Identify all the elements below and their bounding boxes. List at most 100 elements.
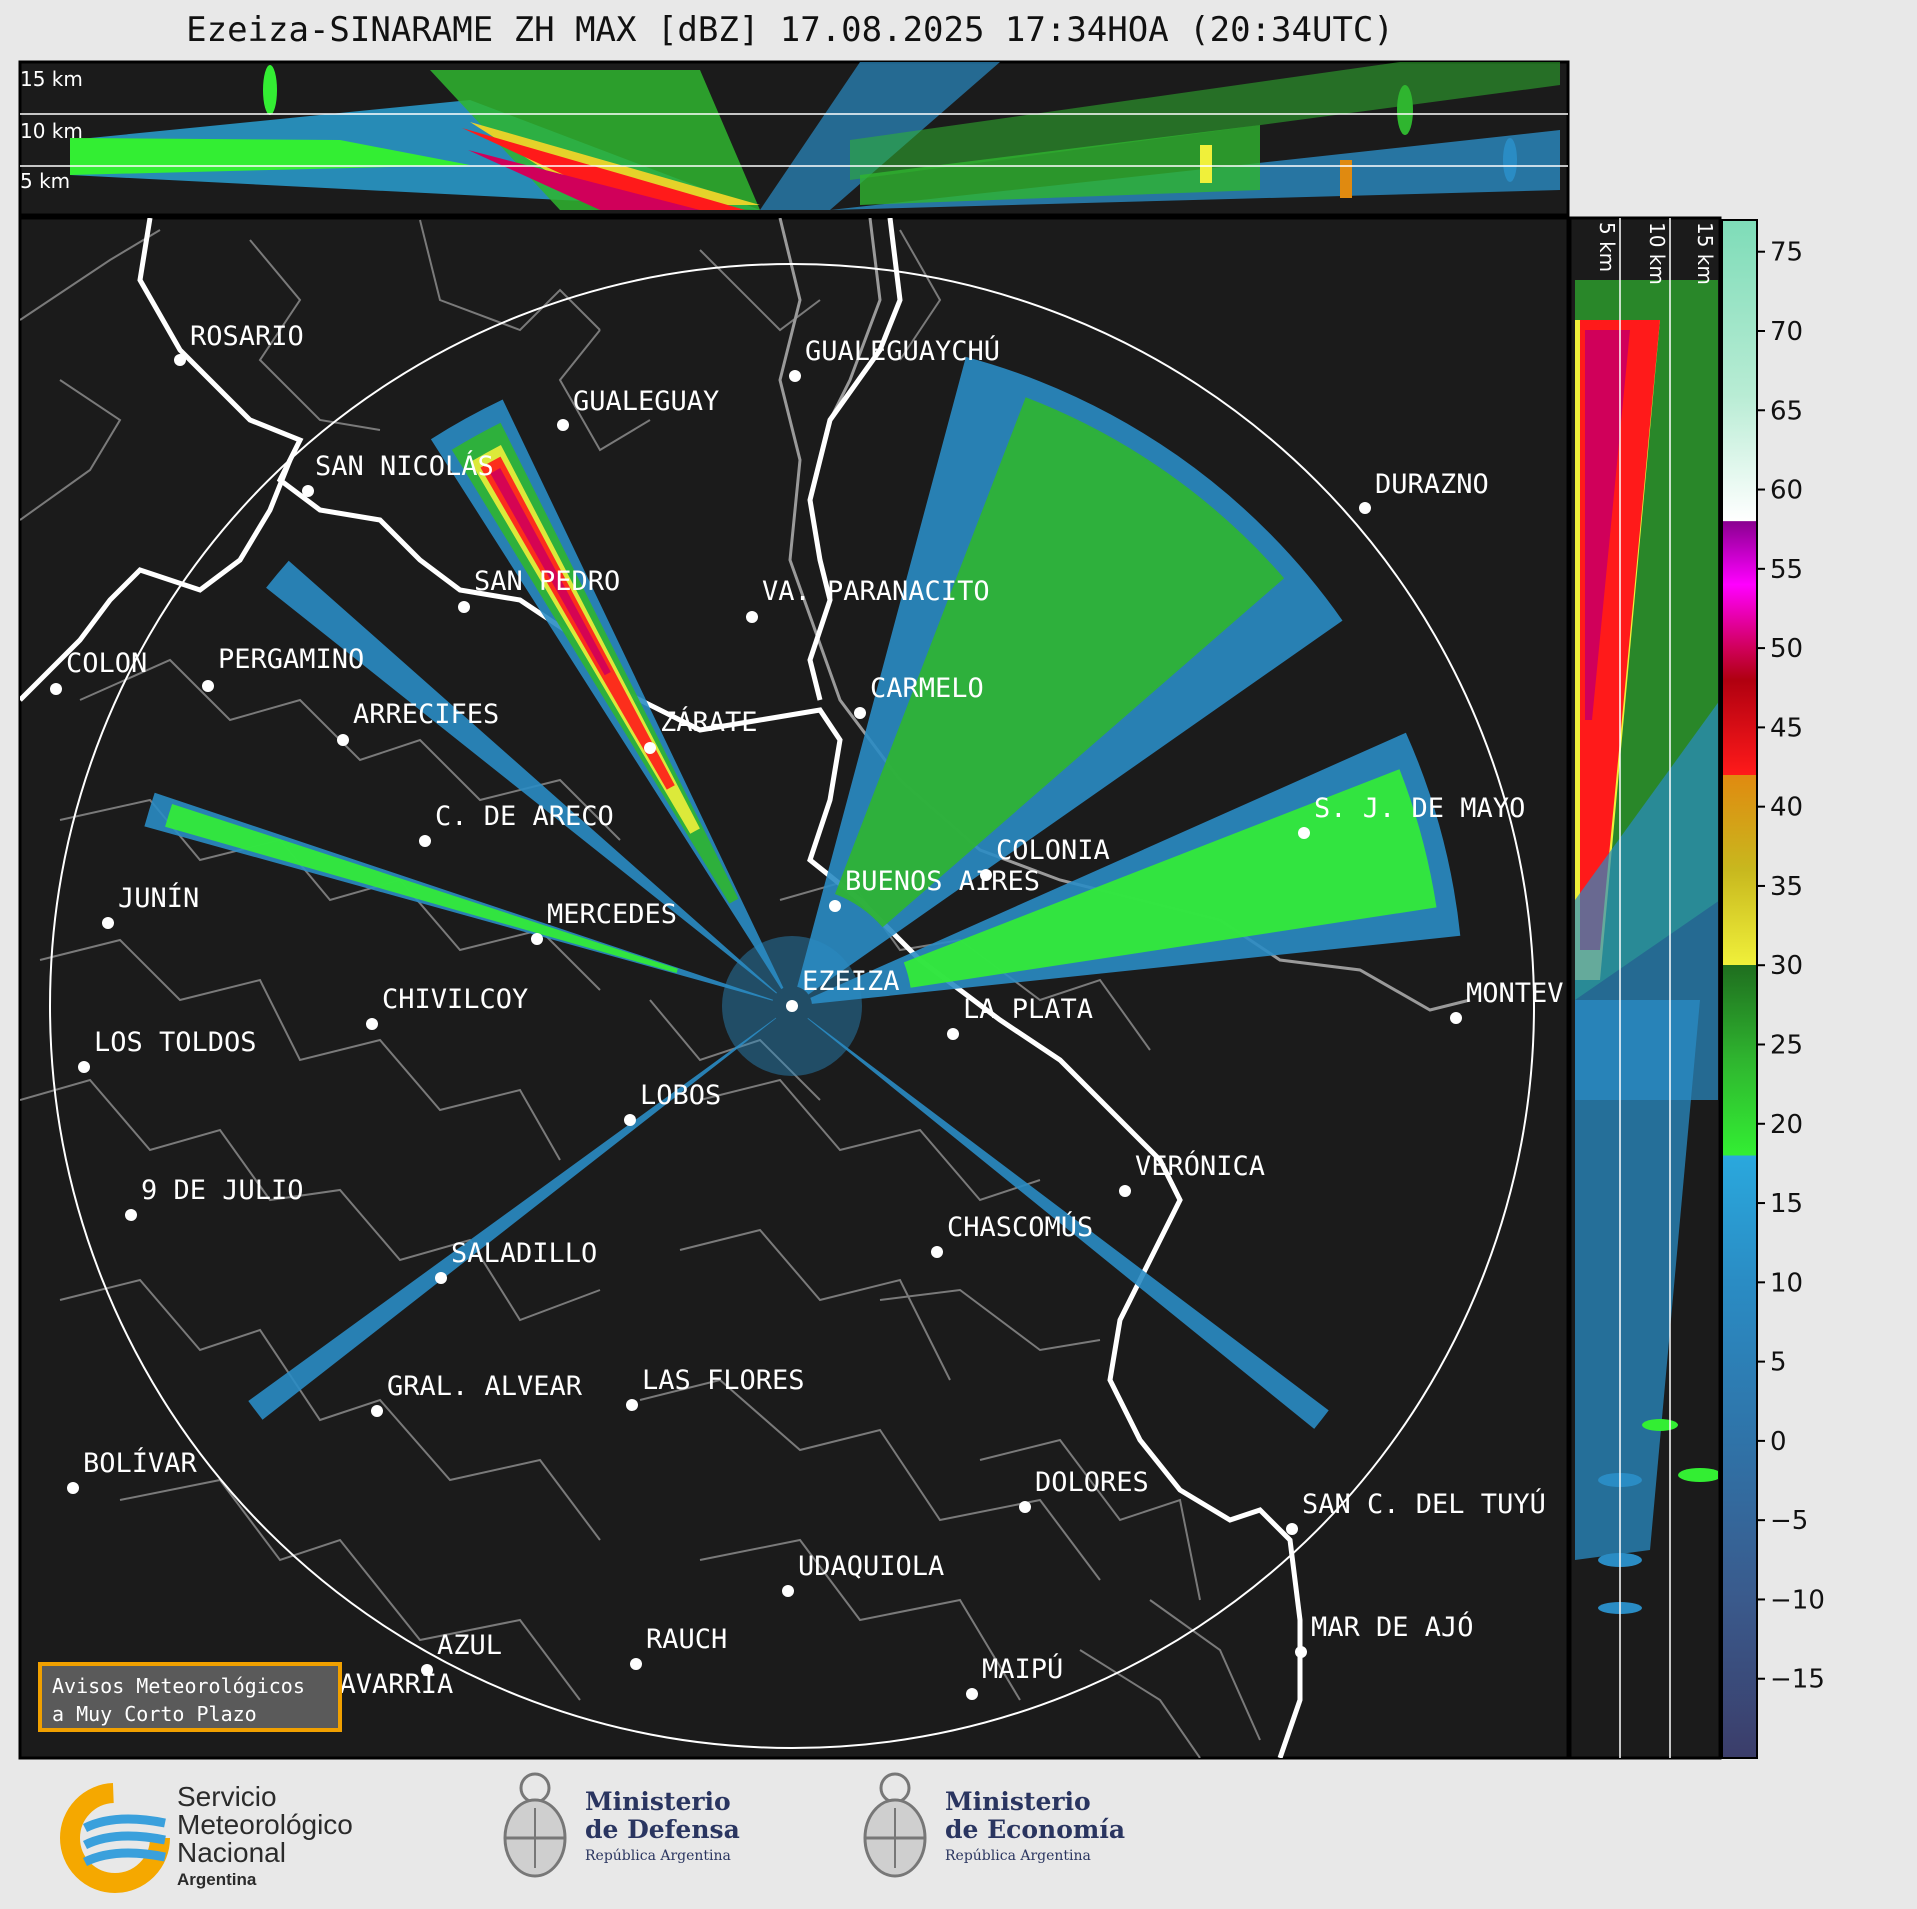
city-label-chivilcoy: CHIVILCOY (382, 984, 528, 1015)
city-marker-ver-nica (1119, 1185, 1131, 1197)
avisos-button[interactable]: Avisos Meteorológicos a Muy Corto Plazo (38, 1662, 342, 1732)
city-marker-lobos (624, 1114, 636, 1126)
city-label-durazno: DURAZNO (1375, 469, 1489, 500)
city-label-rosario: ROSARIO (190, 321, 304, 352)
city-label-jun-n: JUNÍN (118, 882, 199, 914)
colorbar-tick-label: 65 (1770, 396, 1803, 426)
city-label-dolores: DOLORES (1035, 1467, 1149, 1498)
city-marker-dolores (1019, 1501, 1031, 1513)
city-marker-gral-alvear (371, 1405, 383, 1417)
city-marker-chascom-s (931, 1246, 943, 1258)
city-marker-va-paranacito (746, 611, 758, 623)
colorbar-tick-label: 70 (1770, 317, 1803, 347)
city-marker-z-rate (644, 742, 656, 754)
colorbar-tick-label: 15 (1770, 1189, 1803, 1219)
city-marker-ezeiza (786, 1000, 798, 1012)
city-marker-mar-de-aj- (1295, 1646, 1307, 1658)
city-label-c-de-areco: C. DE ARECO (435, 801, 614, 832)
city-marker-mercedes (531, 933, 543, 945)
city-label-pergamino: PERGAMINO (218, 644, 364, 675)
city-label-s-j-de-mayo: S. J. DE MAYO (1314, 793, 1525, 824)
city-label-va-paranacito: VA. PARANACITO (762, 576, 990, 607)
city-label-udaquiola: UDAQUIOLA (798, 1551, 944, 1582)
top-panel-echoes (70, 62, 1560, 210)
city-label-bol-var: BOLÍVAR (83, 1447, 198, 1479)
colorbar-tick-label: −10 (1770, 1585, 1825, 1615)
economia-line2: de Economía (945, 1815, 1126, 1844)
city-label-mercedes: MERCEDES (547, 899, 677, 930)
city-marker-chivilcoy (366, 1018, 378, 1030)
range-ring (49, 263, 1535, 1749)
city-marker-gualeguay (557, 419, 569, 431)
top-height-panel: 15 km 10 km 5 km (18, 60, 1570, 217)
smn-logo: Servicio Meteorológico Nacional Argentin… (55, 1768, 395, 1898)
city-label-z-rate: ZÁRATE (660, 706, 758, 738)
smn-line3: Nacional (177, 1837, 286, 1868)
city-label-ver-nica: VERÓNICA (1135, 1150, 1265, 1182)
echo-nw-strong-band-core4 (490, 468, 611, 676)
colorbar-tick-label: 75 (1770, 238, 1803, 268)
smn-line1: Servicio (177, 1781, 277, 1812)
city-marker-los-toldos (78, 1061, 90, 1073)
economia-sub: República Argentina (945, 1848, 1091, 1864)
colorbar-tick-label: 45 (1770, 713, 1803, 743)
defensa-logo: Ministerio de Defensa República Argentin… (495, 1768, 775, 1898)
city-label-gualeguaych-: GUALEGUAYCHÚ (805, 335, 1000, 367)
coastline (20, 218, 1303, 1758)
avisos-line1: Avisos Meteorológicos (52, 1674, 305, 1698)
colorbar-tick-label: 20 (1770, 1110, 1803, 1140)
side-panel-echoes (1575, 280, 1718, 1614)
avisos-line2: a Muy Corto Plazo (52, 1702, 257, 1726)
city-marker-c-de-areco (419, 835, 431, 847)
colorbar-tick-label: −5 (1770, 1506, 1808, 1536)
defensa-line2: de Defensa (585, 1815, 740, 1844)
city-label-buenos-aires: BUENOS AIRES (845, 866, 1040, 897)
city-marker-jun-n (102, 917, 114, 929)
city-label-rauch: RAUCH (646, 1624, 727, 1655)
economia-logo: Ministerio de Economía República Argenti… (855, 1768, 1135, 1898)
city-marker-buenos-aires (829, 900, 841, 912)
city-label-san-pedro: SAN PEDRO (474, 566, 620, 597)
colorbar-tick-label: −15 (1770, 1665, 1825, 1695)
argentina-coat-of-arms-icon (503, 1772, 567, 1878)
echo-w-band-core (165, 804, 678, 973)
colorbar-tick-label: 60 (1770, 476, 1803, 506)
city-label-saladillo: SALADILLO (451, 1238, 597, 1269)
city-marker-montev (1450, 1012, 1462, 1024)
city-label-ezeiza: EZEIZA (802, 966, 900, 997)
echo-sw-band (248, 1017, 777, 1420)
side-height-panel: 5 km 10 km 15 km (1568, 216, 1722, 1760)
city-marker-pergamino (202, 680, 214, 692)
city-label-colonia: COLONIA (996, 835, 1110, 866)
city-marker-colonia (980, 869, 992, 881)
city-marker-arrecifes (337, 734, 349, 746)
economia-line1: Ministerio (945, 1787, 1091, 1816)
city-marker-bol-var (67, 1482, 79, 1494)
admin-borders (20, 219, 1261, 1758)
city-marker-gualeguaych- (789, 370, 801, 382)
echo-se-band (807, 1018, 1329, 1429)
city-label-arrecifes: ARRECIFES (353, 699, 499, 730)
colorbar-tick-label: 50 (1770, 634, 1803, 664)
colorbar-bar (1721, 219, 1758, 1759)
colorbar-tick-label: 5 (1770, 1348, 1787, 1378)
city-label-chascom-s: CHASCOMÚS (947, 1211, 1093, 1243)
city-label-9-de-julio: 9 DE JULIO (141, 1175, 304, 1206)
top-height-label-5: 5 km (20, 169, 70, 193)
colorbar-tick-label: 25 (1770, 1030, 1803, 1060)
city-marker-carmelo (854, 707, 866, 719)
city-marker-la-plata (947, 1028, 959, 1040)
colorbar-tick-label: 30 (1770, 951, 1803, 981)
echo-ne-fan-core (835, 397, 1285, 928)
echoes-layer (144, 356, 1461, 1429)
city-marker-saladillo (435, 1272, 447, 1284)
city-label-san-c-del-tuy-: SAN C. DEL TUYÚ (1302, 1488, 1546, 1520)
echo-e-fan-core (903, 769, 1437, 988)
top-height-label-15: 15 km (20, 67, 83, 91)
top-height-label-10: 10 km (20, 119, 83, 143)
city-label-las-flores: LAS FLORES (642, 1365, 805, 1396)
defensa-line1: Ministerio (585, 1787, 731, 1816)
